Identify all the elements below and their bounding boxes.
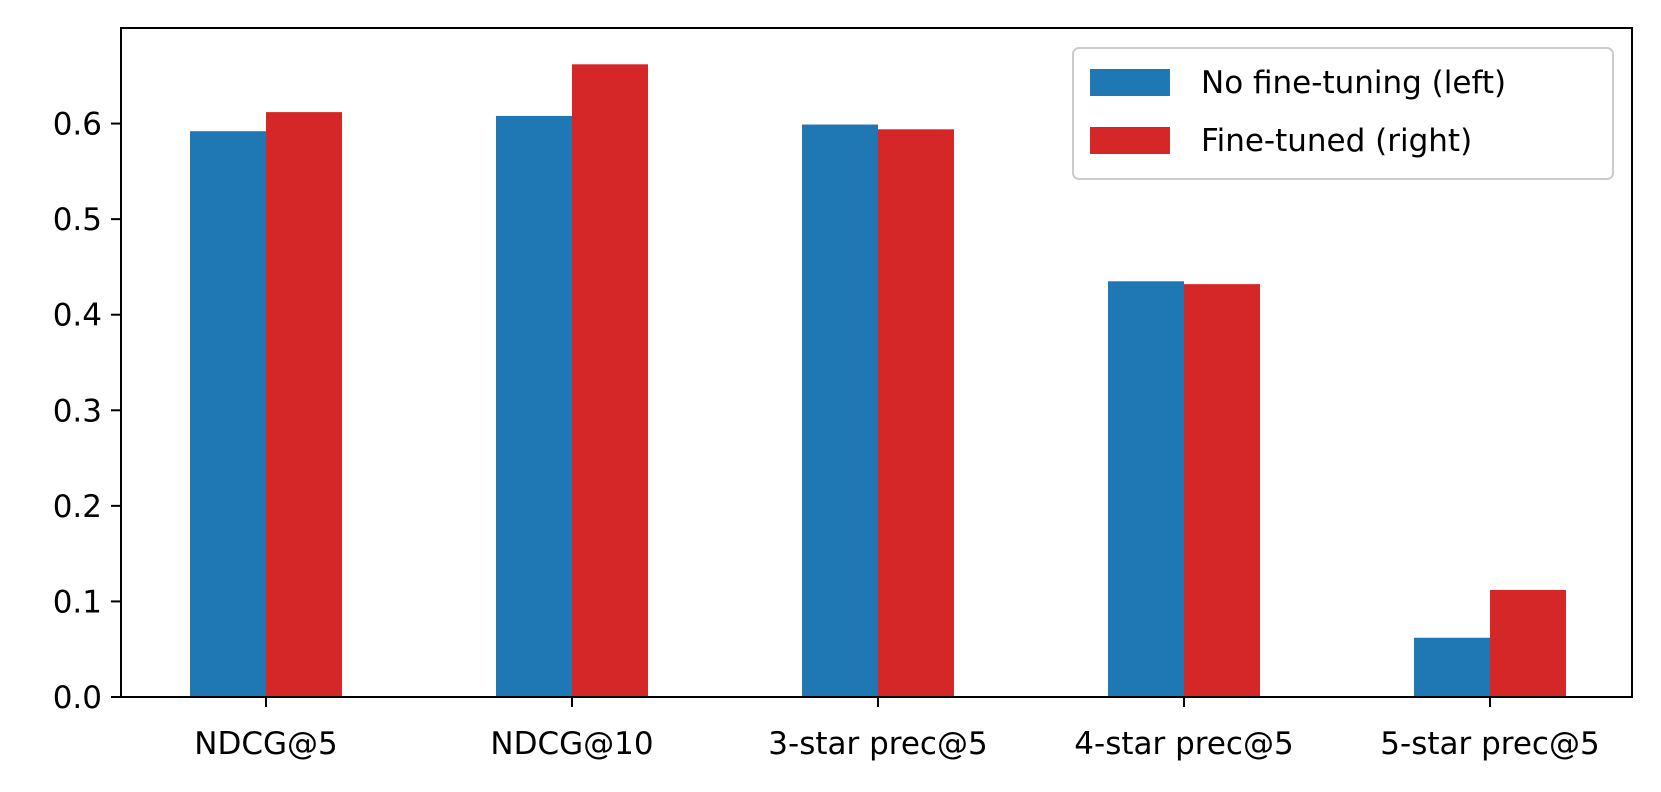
legend-label-no-fine-tuning: No fine-tuning (left) bbox=[1201, 65, 1506, 101]
legend: No fine-tuning (left) Fine-tuned (right) bbox=[1072, 47, 1614, 180]
y-tick-label: 0.3 bbox=[53, 393, 102, 429]
bar-ndcg-5-fine-tuned bbox=[266, 112, 342, 698]
y-tick-label: 0.1 bbox=[53, 584, 102, 620]
x-tick-label-4-star-prec-5: 4-star prec@5 bbox=[1074, 726, 1293, 762]
bar-4-star-prec-5-no-fine-tuning bbox=[1108, 281, 1184, 697]
legend-label-fine-tuned: Fine-tuned (right) bbox=[1201, 123, 1472, 159]
bar-ndcg-5-no-fine-tuning bbox=[190, 131, 266, 697]
plot-frame bbox=[120, 27, 1633, 698]
x-axis: NDCG@5 NDCG@10 3-star prec@5 4-star prec@5 5… bbox=[194, 697, 1600, 762]
bar-3-star-prec-5-fine-tuned bbox=[878, 129, 954, 697]
bar-ndcg-10-no-fine-tuning bbox=[496, 115, 572, 697]
bars-layer bbox=[190, 64, 1566, 698]
x-tick-label-ndcg-10: NDCG@10 bbox=[490, 726, 653, 762]
legend-swatch-no-fine-tuning bbox=[1090, 69, 1170, 96]
y-axis: 0.0 0.1 0.2 0.3 0.4 0.5 0.6 bbox=[53, 107, 121, 716]
legend-box bbox=[1072, 47, 1614, 180]
y-tick-label: 0.2 bbox=[53, 489, 102, 525]
y-tick-label: 0.4 bbox=[53, 298, 102, 334]
y-tick-label: 0.6 bbox=[53, 107, 102, 143]
bar-3-star-prec-5-no-fine-tuning bbox=[802, 124, 878, 697]
bar-ndcg-10-fine-tuned bbox=[572, 64, 648, 698]
x-tick-label-ndcg-5: NDCG@5 bbox=[194, 726, 337, 762]
y-tick-label: 0.0 bbox=[53, 680, 102, 716]
x-tick-label-3-star-prec-5: 3-star prec@5 bbox=[768, 726, 987, 762]
legend-swatch-fine-tuned bbox=[1090, 127, 1170, 154]
y-tick-label: 0.5 bbox=[53, 202, 102, 238]
bar-5-star-prec-5-no-fine-tuning bbox=[1414, 637, 1490, 697]
axes-layer bbox=[120, 27, 1633, 698]
bar-4-star-prec-5-fine-tuned bbox=[1184, 284, 1260, 697]
x-tick-label-5-star-prec-5: 5-star prec@5 bbox=[1380, 726, 1599, 762]
bar-5-star-prec-5-fine-tuned bbox=[1490, 589, 1566, 697]
